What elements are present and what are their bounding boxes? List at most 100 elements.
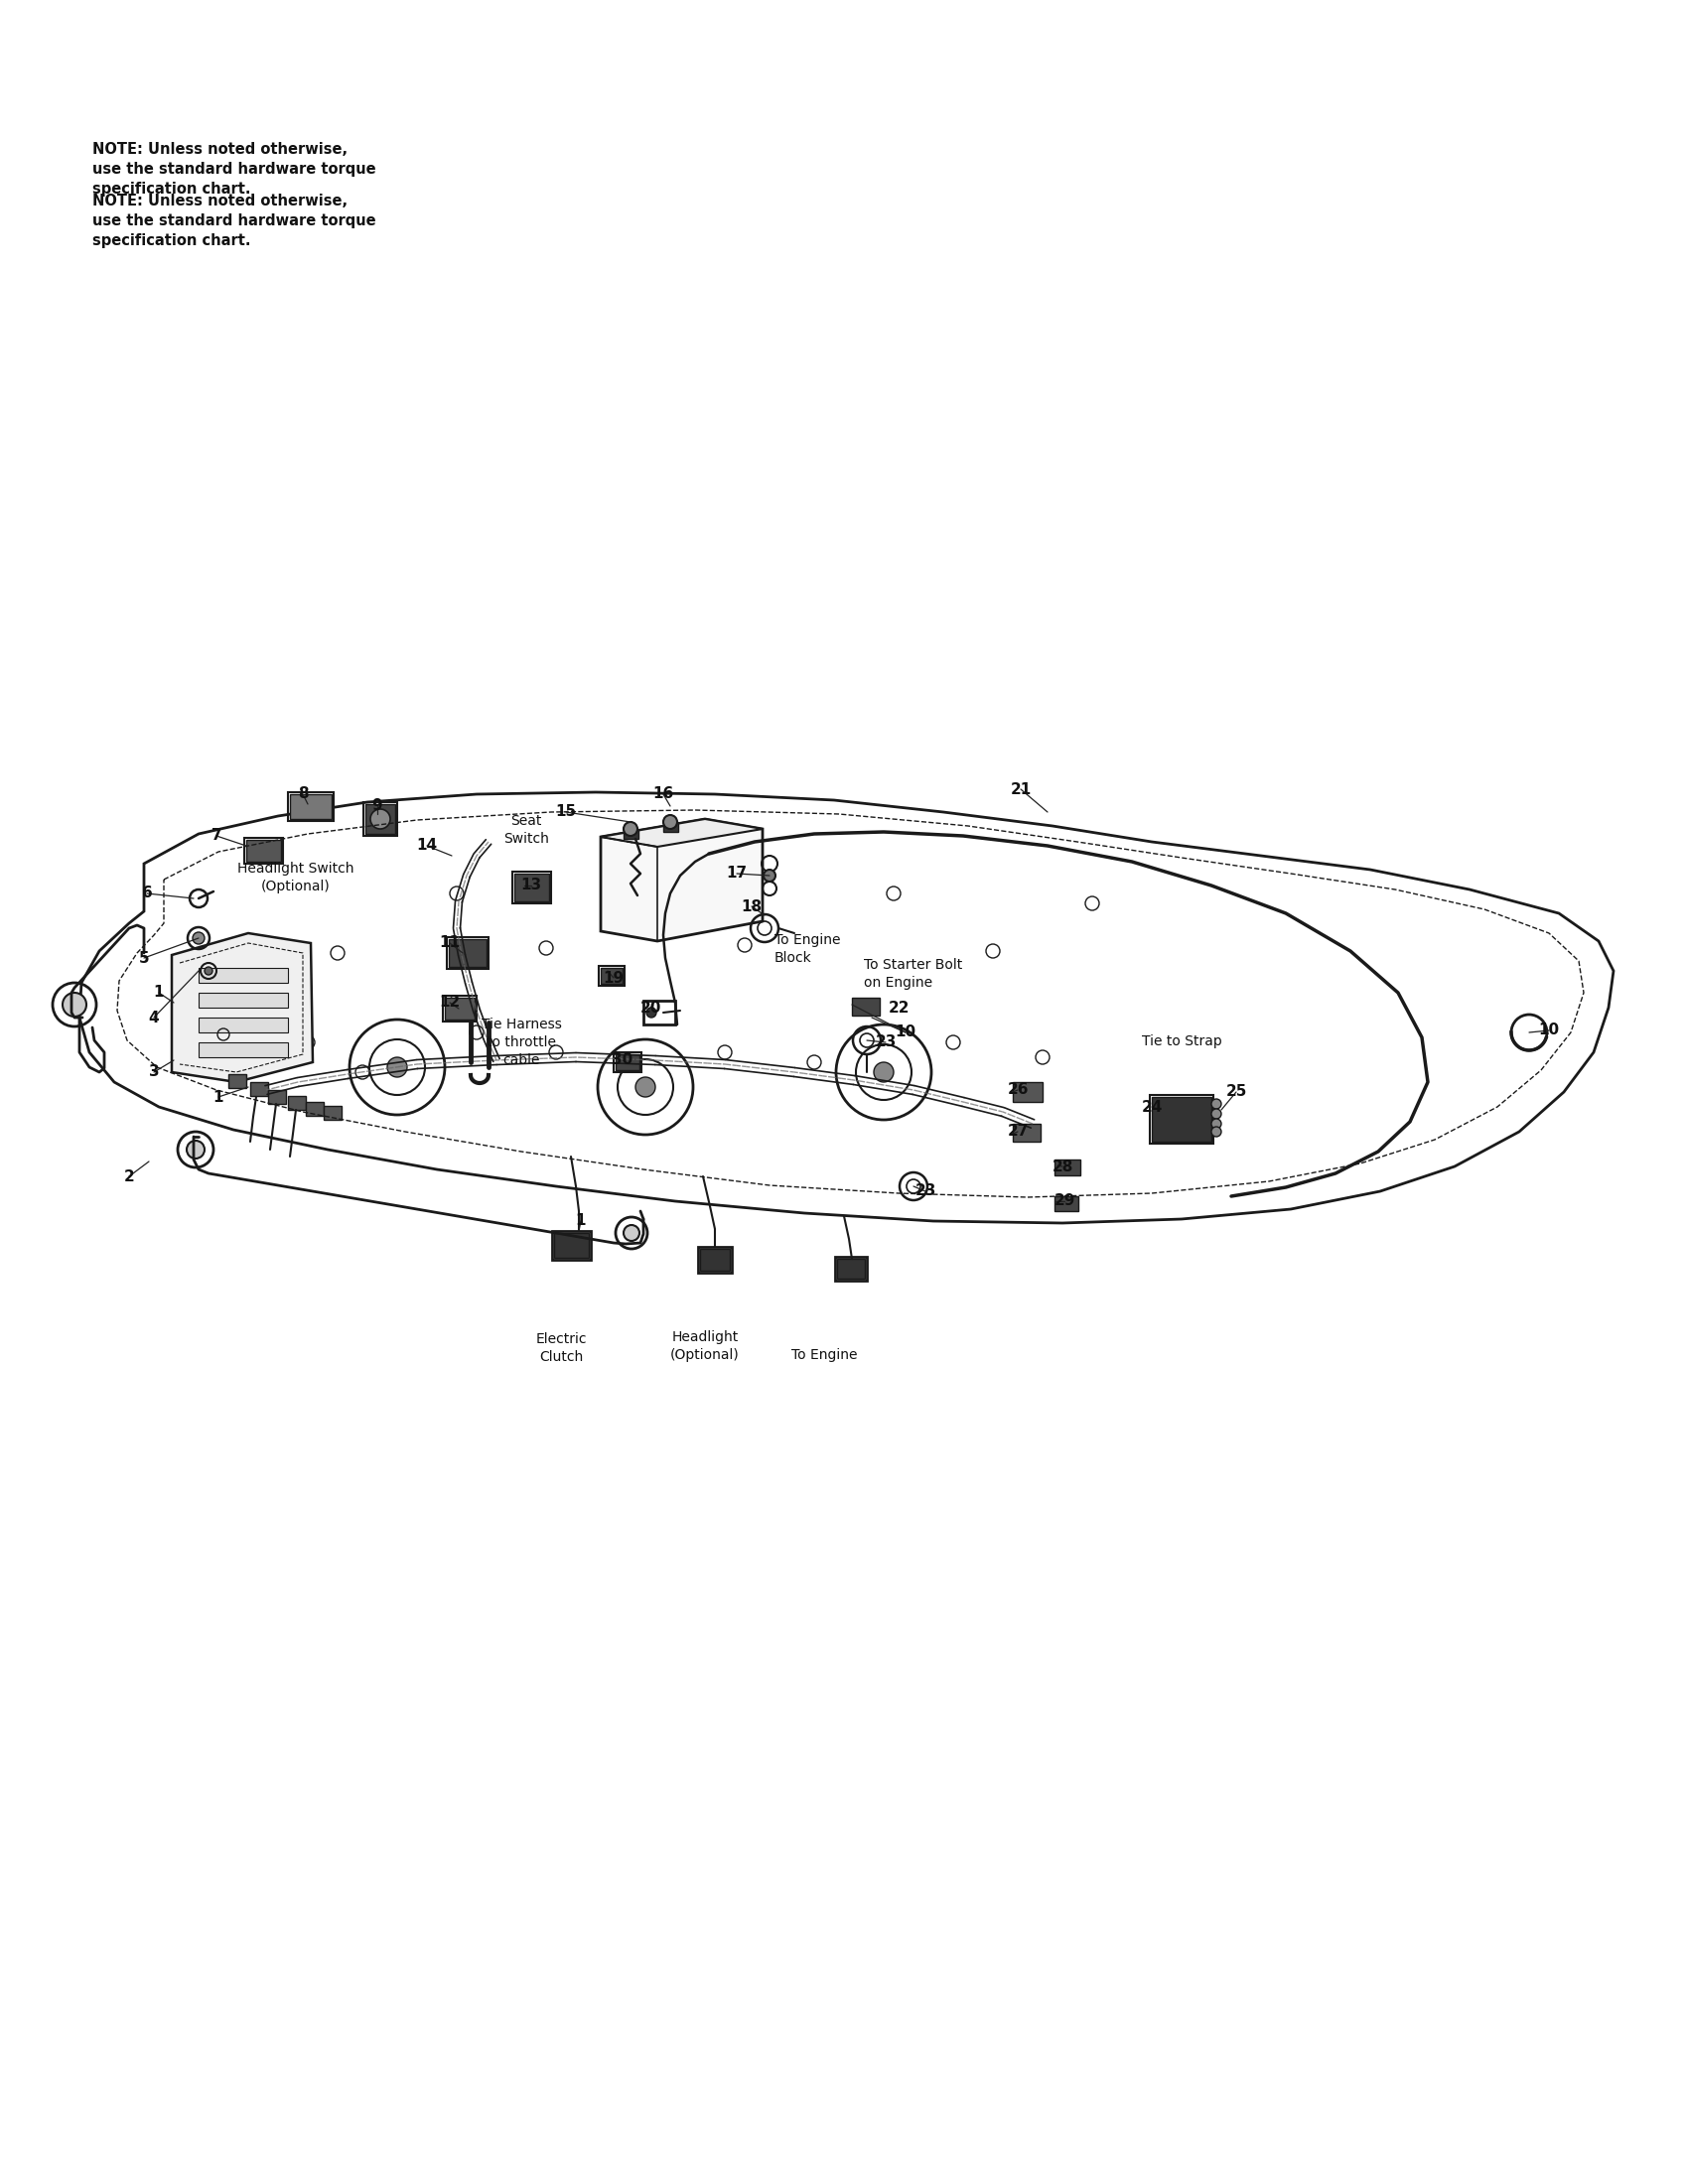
Circle shape: [387, 1057, 408, 1077]
Text: 1: 1: [576, 1214, 586, 1227]
Text: 29: 29: [1054, 1195, 1074, 1208]
Text: 3: 3: [148, 1066, 160, 1079]
Bar: [699, 1247, 733, 1273]
Text: 24: 24: [1142, 1099, 1162, 1114]
Text: 7: 7: [210, 828, 222, 843]
Bar: [663, 821, 679, 832]
Bar: [600, 965, 625, 985]
Bar: [246, 841, 281, 863]
Bar: [288, 1096, 306, 1109]
Bar: [199, 1018, 288, 1033]
Text: 12: 12: [440, 996, 460, 1009]
Text: 27: 27: [1007, 1125, 1029, 1140]
Bar: [1054, 1197, 1078, 1212]
Bar: [288, 793, 333, 821]
Bar: [306, 1103, 323, 1116]
Bar: [837, 1258, 866, 1278]
Text: 10: 10: [896, 1024, 916, 1040]
Text: 20: 20: [640, 1000, 662, 1016]
Text: Seat
Switch: Seat Switch: [504, 815, 549, 845]
Circle shape: [623, 821, 638, 836]
Text: 28: 28: [1052, 1160, 1073, 1175]
Circle shape: [62, 994, 86, 1016]
Circle shape: [1211, 1127, 1221, 1136]
Circle shape: [663, 815, 677, 830]
Polygon shape: [601, 819, 763, 941]
Text: 23: 23: [876, 1035, 896, 1051]
Text: 1: 1: [214, 1090, 224, 1105]
Text: 30: 30: [611, 1053, 633, 1068]
Text: 21: 21: [1010, 782, 1031, 797]
Polygon shape: [601, 819, 763, 847]
Circle shape: [1211, 1118, 1221, 1129]
Bar: [229, 1075, 246, 1088]
Bar: [290, 795, 332, 819]
Circle shape: [647, 1007, 657, 1018]
Bar: [552, 1232, 591, 1260]
Circle shape: [370, 808, 391, 830]
Bar: [512, 871, 551, 904]
Circle shape: [874, 1061, 894, 1081]
Bar: [1054, 1160, 1081, 1175]
Polygon shape: [79, 793, 1613, 1223]
Bar: [364, 802, 397, 836]
Bar: [446, 937, 488, 970]
Circle shape: [1211, 1099, 1221, 1109]
Text: 16: 16: [653, 786, 674, 802]
Text: 8: 8: [298, 786, 308, 802]
Text: To Engine: To Engine: [791, 1348, 857, 1363]
Text: To Engine
Block: To Engine Block: [775, 933, 840, 965]
Bar: [835, 1256, 867, 1280]
Text: 11: 11: [440, 935, 460, 950]
Bar: [450, 939, 487, 968]
Text: NOTE: Unless noted otherwise,
use the standard hardware torque
specification cha: NOTE: Unless noted otherwise, use the st…: [93, 194, 376, 247]
Text: 18: 18: [741, 900, 763, 913]
Bar: [199, 968, 288, 983]
Text: 14: 14: [416, 839, 438, 854]
Bar: [445, 998, 475, 1020]
Bar: [1012, 1125, 1041, 1142]
Bar: [365, 804, 396, 834]
Bar: [251, 1081, 268, 1096]
Text: 5: 5: [138, 950, 150, 965]
Bar: [701, 1249, 729, 1271]
Bar: [554, 1234, 589, 1258]
Text: Headlight Switch
(Optional): Headlight Switch (Optional): [237, 863, 354, 893]
Text: 25: 25: [1226, 1085, 1246, 1099]
Bar: [1152, 1096, 1211, 1142]
Text: 6: 6: [141, 887, 152, 900]
Bar: [1012, 1081, 1042, 1103]
Text: 26: 26: [1007, 1083, 1029, 1096]
Circle shape: [623, 1225, 640, 1241]
Bar: [443, 996, 477, 1022]
Circle shape: [635, 1077, 655, 1096]
Text: 9: 9: [372, 799, 382, 815]
Text: 13: 13: [520, 878, 542, 893]
Text: 22: 22: [887, 1000, 909, 1016]
Bar: [244, 839, 283, 863]
Text: 23: 23: [914, 1184, 936, 1199]
Bar: [323, 1105, 342, 1120]
Bar: [199, 1042, 288, 1057]
Text: 4: 4: [148, 1009, 160, 1024]
Text: To Starter Bolt
on Engine: To Starter Bolt on Engine: [864, 959, 962, 989]
Text: Headlight
(Optional): Headlight (Optional): [670, 1330, 739, 1363]
Bar: [268, 1090, 286, 1103]
Text: 10: 10: [1539, 1022, 1559, 1037]
Text: 2: 2: [123, 1168, 135, 1184]
Circle shape: [1211, 1109, 1221, 1118]
Circle shape: [192, 933, 204, 943]
Text: 17: 17: [726, 867, 748, 880]
Bar: [514, 874, 549, 902]
Circle shape: [187, 1140, 204, 1158]
Bar: [852, 998, 879, 1016]
Bar: [616, 1055, 640, 1070]
Bar: [623, 830, 638, 839]
Text: Tie to Strap: Tie to Strap: [1142, 1035, 1223, 1048]
Text: Electric
Clutch: Electric Clutch: [536, 1332, 586, 1363]
Bar: [643, 1000, 675, 1024]
Bar: [1150, 1094, 1214, 1144]
Text: NOTE: Unless noted otherwise,
use the standard hardware torque
specification cha: NOTE: Unless noted otherwise, use the st…: [93, 142, 376, 197]
Text: 19: 19: [603, 970, 625, 985]
Bar: [601, 968, 623, 983]
